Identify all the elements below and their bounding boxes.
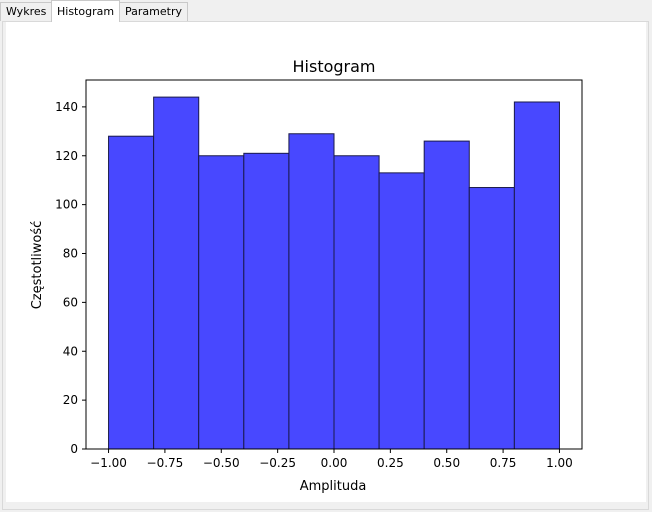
- tab-histogram[interactable]: Histogram: [51, 0, 121, 22]
- x-tick-label: −0.75: [147, 456, 184, 470]
- bars-group: [108, 96, 560, 450]
- x-tick-label: 0.00: [321, 456, 348, 470]
- histogram-bar-4: [288, 133, 335, 450]
- histogram-bar-9: [513, 101, 560, 450]
- y-ticks-group: 0 20 40 60 80 100 120 140: [55, 100, 86, 456]
- histogram-bar-7: [423, 140, 470, 450]
- chart-title: Histogram: [293, 57, 376, 76]
- y-tick-label: 60: [63, 295, 78, 309]
- x-tick-label: 1.00: [546, 456, 573, 470]
- histogram-bar-2: [198, 155, 245, 450]
- tab-bar: Wykres Histogram Parametry: [0, 0, 652, 22]
- y-axis-label: Częstotliwość: [30, 221, 45, 310]
- histogram-bar-3: [243, 152, 290, 450]
- histogram-chart: Histogram −1.00 −0.75 −0.50 −0.25 0.00 0.25 0.…: [30, 57, 583, 494]
- y-tick-label: 0: [70, 442, 78, 456]
- x-tick-label: −1.00: [90, 456, 127, 470]
- x-tick-label: 0.25: [377, 456, 404, 470]
- histogram-bar-1: [153, 96, 200, 450]
- histogram-bar-8: [468, 187, 515, 450]
- x-tick-label: 0.75: [490, 456, 517, 470]
- histogram-bar-6: [378, 172, 425, 450]
- y-tick-label: 120: [55, 149, 78, 163]
- y-tick-label: 140: [55, 100, 78, 114]
- x-tick-label: −0.25: [259, 456, 296, 470]
- y-tick-label: 40: [63, 344, 78, 358]
- histogram-bar-0: [108, 135, 155, 450]
- x-tick-label: 0.50: [433, 456, 460, 470]
- y-tick-label: 100: [55, 198, 78, 212]
- tab-parametry[interactable]: Parametry: [119, 2, 188, 21]
- histogram-figure: Histogram −1.00 −0.75 −0.50 −0.25 0.00 0.25 0.…: [6, 22, 646, 502]
- x-axis-label: Amplituda: [300, 479, 367, 494]
- x-ticks-group: −1.00 −0.75 −0.50 −0.25 0.00 0.25 0.50 0.75 1.00: [90, 449, 573, 470]
- histogram-bar-5: [333, 155, 380, 450]
- tab-wykres[interactable]: Wykres: [0, 2, 53, 21]
- y-tick-label: 80: [63, 247, 78, 261]
- x-tick-label: −0.50: [203, 456, 240, 470]
- y-tick-label: 20: [63, 393, 78, 407]
